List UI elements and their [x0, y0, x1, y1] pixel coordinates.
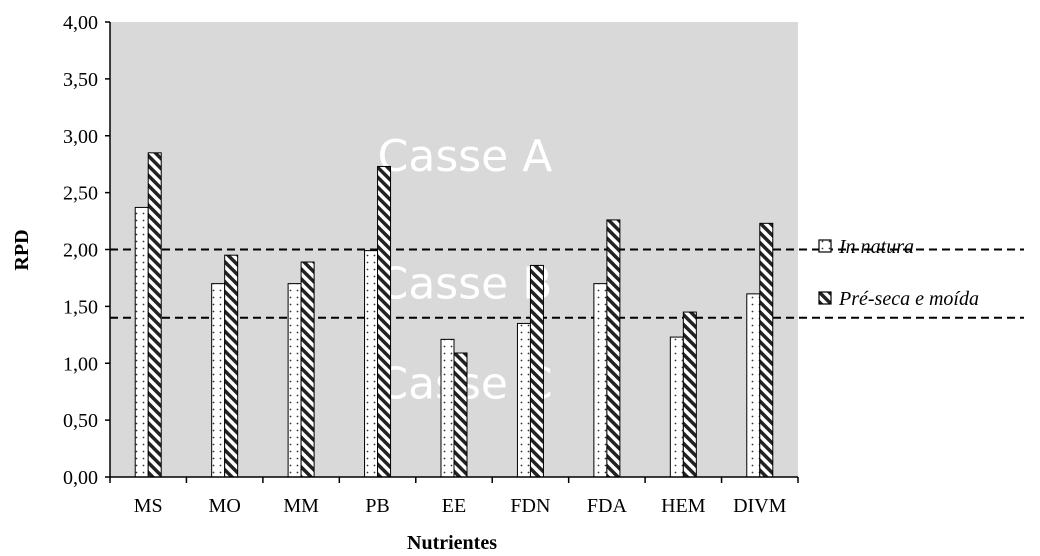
y-tick-label: 0,00: [63, 467, 98, 489]
x-tick-label: MM: [283, 495, 319, 517]
legend-label-in-natura: In natura: [838, 236, 914, 258]
bar-mo-in-natura: [211, 283, 226, 478]
x-tick-label: DIVM: [733, 495, 787, 517]
bar-hem-in-natura: [669, 336, 684, 478]
bar-fdn-pre-seca: [529, 264, 544, 478]
y-tick-label: 1,50: [63, 296, 98, 318]
legend-swatch-in-natura: [818, 239, 832, 253]
bar-pb-pre-seca: [377, 165, 392, 478]
class-label-1: Casse A: [378, 131, 553, 182]
y-tick-label: 3,50: [63, 69, 98, 91]
bar-pb-in-natura: [364, 250, 379, 478]
x-tick-label: MO: [209, 495, 241, 517]
bar-mo-pre-seca: [224, 254, 239, 478]
bar-ms-in-natura: [134, 206, 149, 478]
y-tick-label: 1,00: [63, 353, 98, 375]
x-tick-label: HEM: [661, 495, 706, 517]
class-label-2: Casse B: [378, 259, 553, 310]
legend-label-pre-seca: Pré-seca e moída: [838, 288, 979, 310]
y-tick-label: 4,00: [63, 12, 98, 34]
bar-divm-pre-seca: [759, 222, 774, 478]
x-tick-label: FDN: [510, 495, 550, 517]
y-axis-title: RPD: [11, 229, 33, 270]
bar-hem-pre-seca: [682, 311, 697, 478]
bar-fdn-in-natura: [516, 322, 531, 478]
x-tick-label: FDA: [587, 495, 628, 517]
y-tick-label: 3,00: [63, 126, 98, 148]
x-tick-label: PB: [365, 495, 389, 517]
bar-ms-pre-seca: [147, 152, 162, 478]
y-tick-label: 0,50: [63, 410, 98, 432]
bar-ee-in-natura: [440, 338, 455, 478]
x-tick-label: MS: [134, 495, 163, 517]
y-tick-label: 2,50: [63, 183, 98, 205]
x-axis-title: Nutrientes: [407, 532, 497, 554]
bar-mm-pre-seca: [300, 261, 315, 478]
bar-fda-pre-seca: [606, 219, 621, 478]
bar-divm-in-natura: [746, 293, 761, 478]
bar-fda-in-natura: [593, 283, 608, 478]
bar-mm-in-natura: [287, 283, 302, 478]
bar-ee-pre-seca: [453, 352, 468, 478]
legend-swatch-pre-seca: [818, 291, 832, 305]
x-tick-label: EE: [442, 495, 466, 517]
y-tick-label: 2,00: [63, 240, 98, 262]
